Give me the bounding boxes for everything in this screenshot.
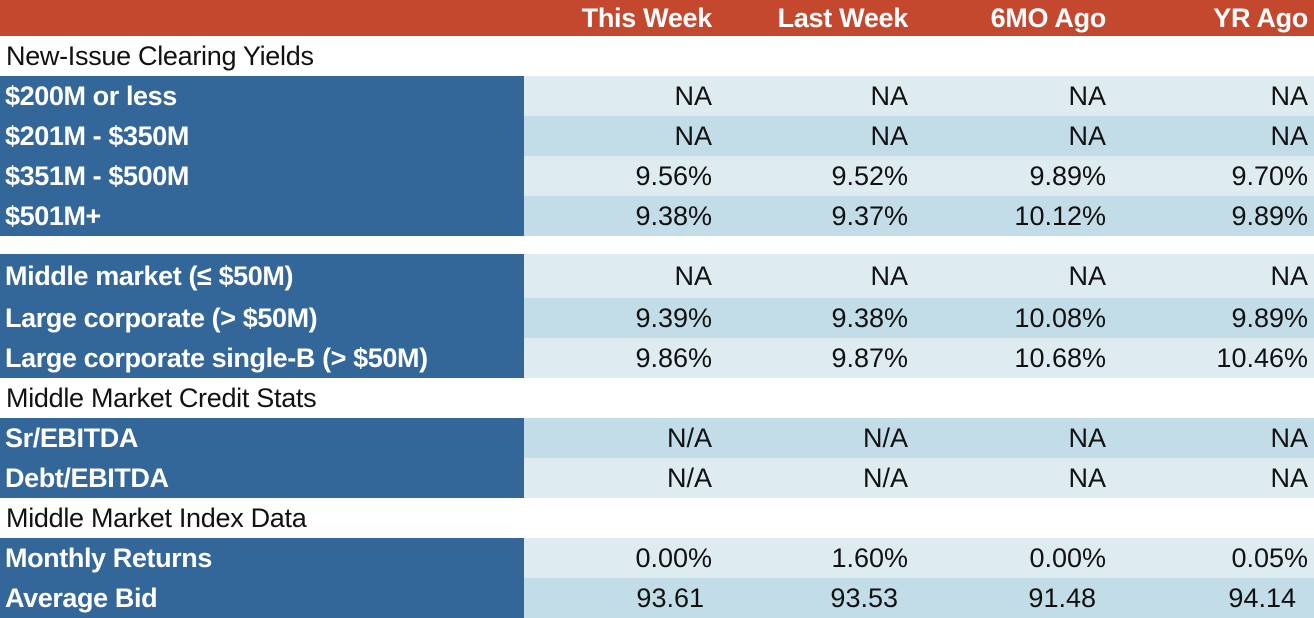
cell-this-week: 9.56% [635, 160, 712, 191]
spacer [0, 236, 1314, 254]
cell-yr-ago: NA [1270, 120, 1308, 151]
col-header-last-week: Last Week [777, 2, 909, 33]
row-label: $200M or less [0, 76, 524, 116]
table-row: Large corporate (> $50M) 9.39% 9.38% 10.… [0, 298, 1314, 338]
col-header-yr-ago: YR Ago [1213, 2, 1308, 33]
cell-6mo-ago: 10.68% [1014, 342, 1106, 373]
cell-this-week: NA [674, 260, 712, 291]
cell-yr-ago: 94.14 [1228, 582, 1296, 613]
cell-6mo-ago: NA [1068, 422, 1106, 453]
cell-yr-ago: 9.89% [1231, 200, 1308, 231]
row-label: Large corporate single-B (> $50M) [0, 338, 524, 378]
cell-6mo-ago: 10.08% [1014, 302, 1106, 333]
row-label: Average Bid [0, 578, 524, 618]
row-label: $201M - $350M [0, 116, 524, 156]
cell-last-week: 93.53 [830, 582, 898, 613]
cell-this-week: NA [674, 120, 712, 151]
cell-this-week: 9.38% [635, 200, 712, 231]
table-row: Large corporate single-B (> $50M) 9.86% … [0, 338, 1314, 378]
cell-last-week: NA [870, 120, 908, 151]
row-label: $501M+ [0, 196, 524, 236]
table-row: Average Bid 93.61 93.53 91.48 94.14 [0, 578, 1314, 618]
cell-last-week: 9.52% [831, 160, 908, 191]
cell-yr-ago: NA [1270, 80, 1308, 111]
section-title: Middle Market Index Data [6, 502, 307, 533]
table-row: $501M+ 9.38% 9.37% 10.12% 9.89% [0, 196, 1314, 236]
cell-last-week: NA [870, 80, 908, 111]
cell-last-week: NA [870, 260, 908, 291]
cell-last-week: 9.38% [831, 302, 908, 333]
row-label: Large corporate (> $50M) [0, 298, 524, 338]
cell-6mo-ago: NA [1068, 120, 1106, 151]
cell-6mo-ago: 10.12% [1014, 200, 1106, 231]
cell-6mo-ago: NA [1068, 80, 1106, 111]
table-row: Middle market (≤ $50M) NA NA NA NA [0, 254, 1314, 298]
table-row: Sr/EBITDA N/A N/A NA NA [0, 418, 1314, 458]
row-label: Sr/EBITDA [0, 418, 524, 458]
cell-this-week: 9.86% [635, 342, 712, 373]
cell-last-week: N/A [862, 422, 908, 453]
section-credit-stats: Middle Market Credit Stats [0, 378, 1314, 418]
col-header-this-week: This Week [581, 2, 713, 33]
cell-last-week: 1.60% [831, 542, 908, 573]
table-row: $351M - $500M 9.56% 9.52% 9.89% 9.70% [0, 156, 1314, 196]
table-row: $201M - $350M NA NA NA NA [0, 116, 1314, 156]
cell-last-week: N/A [862, 462, 908, 493]
row-label: Monthly Returns [0, 538, 524, 578]
cell-this-week: 9.39% [635, 302, 712, 333]
col-header-6mo-ago: 6MO Ago [990, 2, 1107, 33]
row-label: Debt/EBITDA [0, 458, 524, 498]
cell-this-week: NA [674, 80, 712, 111]
cell-this-week: N/A [666, 462, 712, 493]
cell-this-week: 93.61 [636, 582, 704, 613]
row-label: Middle market (≤ $50M) [0, 254, 524, 298]
table-row: Monthly Returns 0.00% 1.60% 0.00% 0.05% [0, 538, 1314, 578]
section-title: New-Issue Clearing Yields [6, 40, 314, 71]
cell-6mo-ago: 0.00% [1029, 542, 1106, 573]
cell-last-week: 9.87% [831, 342, 908, 373]
cell-yr-ago: NA [1270, 260, 1308, 291]
section-index-data: Middle Market Index Data [0, 498, 1314, 538]
cell-yr-ago: 0.05% [1231, 542, 1308, 573]
table-header: This Week Last Week 6MO Ago YR Ago [0, 0, 1314, 36]
cell-6mo-ago: 91.48 [1028, 582, 1096, 613]
section-title: Middle Market Credit Stats [6, 382, 317, 413]
table-row: Debt/EBITDA N/A N/A NA NA [0, 458, 1314, 498]
cell-yr-ago: NA [1270, 422, 1308, 453]
cell-this-week: N/A [666, 422, 712, 453]
cell-6mo-ago: NA [1068, 260, 1106, 291]
cell-yr-ago: NA [1270, 462, 1308, 493]
cell-yr-ago: 9.89% [1231, 302, 1308, 333]
cell-6mo-ago: 9.89% [1029, 160, 1106, 191]
cell-last-week: 9.37% [831, 200, 908, 231]
cell-yr-ago: 10.46% [1216, 342, 1308, 373]
cell-this-week: 0.00% [635, 542, 712, 573]
cell-yr-ago: 9.70% [1231, 160, 1308, 191]
table-row: $200M or less NA NA NA NA [0, 76, 1314, 116]
cell-6mo-ago: NA [1068, 462, 1106, 493]
section-new-issue: New-Issue Clearing Yields [0, 36, 1314, 76]
row-label: $351M - $500M [0, 156, 524, 196]
